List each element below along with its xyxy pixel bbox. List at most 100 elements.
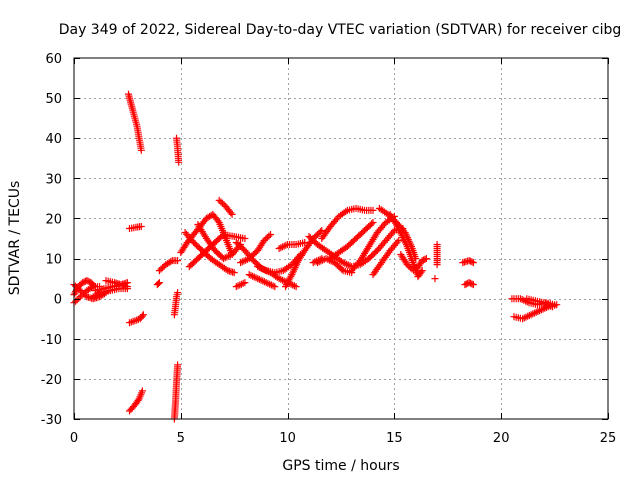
data-point-marker (527, 311, 535, 319)
data-point-marker (319, 256, 327, 264)
data-point-marker (433, 241, 441, 248)
data-point-marker (154, 280, 162, 288)
data-point-marker (241, 279, 249, 287)
grid-lines (74, 58, 608, 419)
y-tick-label: 0 (54, 293, 62, 308)
data-point-marker (531, 309, 538, 317)
y-tick-label: 10 (45, 253, 62, 268)
data-point-marker (72, 282, 80, 290)
data-point-marker (123, 279, 131, 287)
data-point-marker (238, 280, 245, 288)
data-point-marker (275, 275, 283, 283)
y-tick-label: 50 (45, 92, 62, 107)
data-point-marker (532, 308, 540, 316)
data-point-marker (138, 387, 146, 395)
data-point-marker (271, 283, 279, 291)
data-point-marker (249, 272, 257, 280)
data-markers (70, 90, 561, 423)
data-point-marker (292, 283, 300, 291)
data-point-marker (260, 237, 268, 244)
data-point-marker (239, 279, 247, 287)
data-point-marker (238, 258, 246, 266)
data-point-marker (254, 275, 262, 283)
data-point-marker (547, 302, 555, 310)
data-point-marker (242, 256, 250, 264)
data-point-marker (542, 300, 550, 307)
data-point-marker (469, 259, 477, 267)
x-tick-label: 10 (279, 431, 296, 446)
data-point-marker (534, 308, 542, 315)
data-point-marker (316, 228, 324, 236)
axis-ticks: 0 5 10 15 20 25 -30 -20 -10 0 10 20 30 40 50 60 (41, 52, 617, 446)
y-tick-label: -30 (41, 413, 62, 428)
y-tick-label: -10 (41, 333, 62, 348)
data-point-marker (220, 255, 227, 263)
y-tick-label: 30 (45, 172, 62, 187)
x-tick-label: 5 (177, 431, 185, 446)
data-point-marker (72, 297, 80, 305)
data-point-marker (259, 277, 267, 285)
data-point-marker (252, 274, 260, 282)
chart-title: Day 349 of 2022, Sidereal Day-to-day VTE… (59, 22, 622, 38)
data-point-marker (290, 265, 298, 273)
data-point-marker (91, 292, 99, 300)
data-point-marker (289, 269, 297, 277)
data-point-marker (338, 265, 346, 273)
data-point-marker (318, 227, 326, 234)
data-point-marker (232, 283, 240, 291)
data-point-marker (236, 281, 244, 289)
data-point-marker (393, 238, 401, 246)
data-point-marker (317, 257, 325, 265)
data-point-marker (123, 285, 131, 293)
data-point-marker (524, 312, 532, 320)
data-point-marker (529, 310, 537, 318)
y-tick-label: 60 (45, 52, 62, 67)
data-point-marker (247, 271, 255, 279)
data-point-marker (215, 196, 223, 204)
data-point-marker (292, 262, 300, 270)
data-point-marker (290, 282, 298, 290)
data-point-marker (395, 237, 403, 244)
data-point-marker (541, 304, 549, 312)
data-point-marker (240, 257, 248, 265)
data-point-marker (368, 220, 376, 228)
data-point-marker (431, 275, 439, 283)
data-point-marker (369, 206, 377, 214)
data-point-marker (289, 281, 297, 289)
data-point-marker (525, 312, 533, 319)
data-point-marker (139, 311, 147, 319)
data-point-marker (73, 284, 81, 292)
y-tick-label: 20 (45, 212, 62, 227)
data-point-marker (257, 276, 265, 284)
data-point-marker (230, 269, 238, 277)
data-point-marker (78, 291, 86, 299)
data-point-marker (516, 295, 524, 303)
data-point-marker (343, 260, 351, 268)
data-point-marker (339, 259, 347, 267)
data-point-marker (159, 264, 167, 272)
data-point-marker (369, 219, 377, 226)
plot-frame (73, 57, 609, 420)
data-point-marker (262, 235, 270, 243)
data-point-marker (262, 279, 270, 287)
data-point-marker (468, 258, 476, 266)
data-point-marker (287, 272, 295, 280)
y-tick-label: 40 (45, 132, 62, 147)
data-point-marker (241, 235, 249, 242)
data-point-marker (250, 273, 258, 281)
data-point-marker (266, 280, 274, 288)
data-point-marker (553, 301, 561, 309)
data-point-marker (222, 265, 230, 273)
data-point-marker (223, 253, 231, 261)
data-point-marker (418, 267, 426, 275)
data-point-marker (167, 258, 175, 266)
x-tick-label: 20 (493, 431, 510, 446)
data-point-marker (405, 262, 413, 270)
data-point-marker (279, 276, 286, 284)
data-point-marker (254, 263, 262, 271)
data-point-marker (269, 282, 277, 290)
data-point-marker (522, 313, 530, 321)
data-point-marker (76, 293, 84, 301)
data-point-marker (540, 299, 548, 307)
data-point-marker (174, 361, 182, 369)
